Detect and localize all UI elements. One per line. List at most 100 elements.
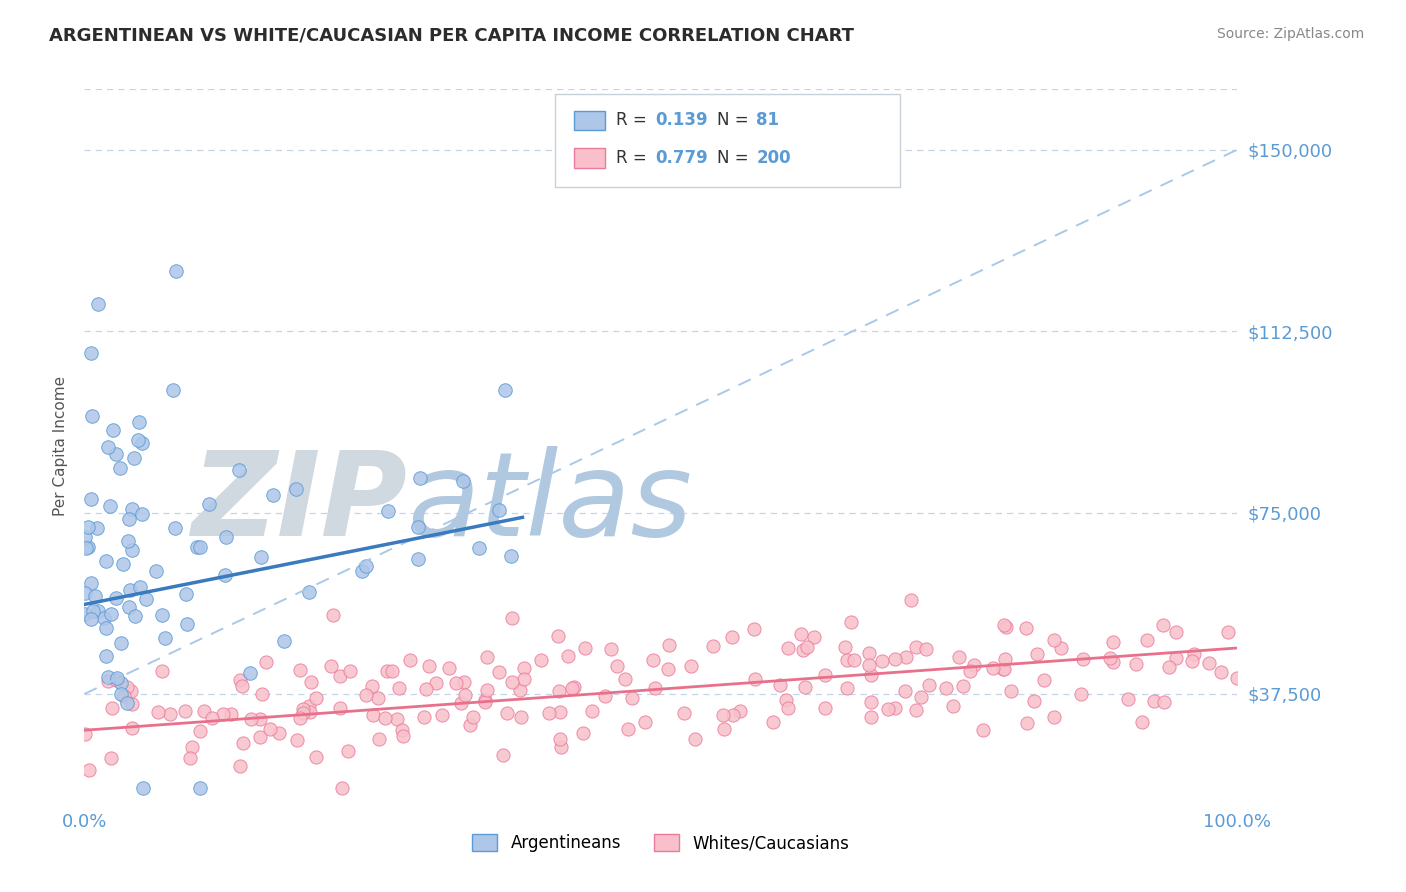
Point bbox=[96, 673, 118, 688]
Point bbox=[905, 703, 928, 717]
Point bbox=[474, 695, 496, 709]
Point bbox=[112, 557, 135, 571]
Point bbox=[444, 676, 467, 690]
Point bbox=[993, 618, 1015, 632]
Point bbox=[75, 585, 97, 599]
Point bbox=[336, 744, 359, 758]
Point bbox=[193, 704, 215, 718]
Point bbox=[96, 621, 118, 635]
Point bbox=[1049, 640, 1071, 655]
Point bbox=[249, 712, 271, 726]
Point bbox=[1136, 632, 1159, 647]
Point bbox=[685, 732, 707, 747]
Point bbox=[1026, 647, 1049, 661]
Point bbox=[259, 722, 281, 736]
Point bbox=[513, 661, 536, 675]
Point bbox=[413, 709, 436, 723]
Point bbox=[574, 641, 596, 656]
Point bbox=[77, 764, 100, 778]
Point bbox=[388, 681, 411, 695]
Point bbox=[547, 629, 569, 643]
Text: 0.779: 0.779 bbox=[655, 149, 709, 167]
Point bbox=[475, 682, 498, 697]
Point bbox=[792, 643, 814, 657]
Point bbox=[73, 607, 96, 621]
Point bbox=[115, 696, 138, 710]
Point bbox=[188, 781, 211, 796]
Point bbox=[285, 483, 308, 497]
Point bbox=[415, 682, 437, 697]
Point bbox=[148, 705, 170, 719]
Point bbox=[1116, 692, 1139, 706]
Point bbox=[80, 346, 103, 360]
Point bbox=[159, 706, 181, 721]
Text: ARGENTINEAN VS WHITE/CAUCASIAN PER CAPITA INCOME CORRELATION CHART: ARGENTINEAN VS WHITE/CAUCASIAN PER CAPIT… bbox=[49, 27, 855, 45]
Point bbox=[329, 669, 352, 683]
Point bbox=[254, 656, 277, 670]
Point bbox=[884, 701, 907, 715]
Point bbox=[201, 711, 224, 725]
Point bbox=[721, 630, 744, 644]
Point bbox=[606, 659, 628, 673]
Point bbox=[117, 533, 139, 548]
Point bbox=[118, 599, 141, 614]
Point bbox=[75, 727, 97, 741]
Point bbox=[229, 673, 252, 688]
Point bbox=[776, 701, 799, 715]
Point bbox=[374, 711, 396, 725]
Point bbox=[1164, 625, 1187, 640]
Point bbox=[550, 706, 572, 720]
Point bbox=[910, 690, 932, 704]
Point bbox=[118, 512, 141, 526]
Point bbox=[188, 540, 211, 554]
Point bbox=[252, 687, 274, 701]
Point bbox=[1070, 687, 1092, 701]
Point bbox=[993, 662, 1015, 676]
Point bbox=[375, 664, 398, 678]
Point bbox=[1015, 715, 1038, 730]
Point bbox=[80, 576, 103, 591]
Point bbox=[713, 722, 735, 736]
Point bbox=[135, 591, 157, 606]
Point bbox=[165, 263, 187, 277]
Point bbox=[120, 684, 142, 698]
Point bbox=[186, 540, 208, 554]
Point bbox=[82, 604, 104, 618]
Point bbox=[614, 672, 637, 686]
Point bbox=[103, 423, 125, 437]
Point bbox=[231, 679, 253, 693]
Point bbox=[291, 706, 314, 720]
Point bbox=[229, 759, 252, 773]
Point bbox=[377, 504, 399, 518]
Point bbox=[1033, 673, 1056, 688]
Point bbox=[425, 676, 447, 690]
Point bbox=[285, 733, 308, 747]
Point bbox=[790, 627, 813, 641]
Point bbox=[814, 701, 837, 715]
Point bbox=[633, 715, 655, 730]
Point bbox=[86, 297, 108, 311]
Point bbox=[1099, 650, 1122, 665]
Point bbox=[721, 708, 744, 723]
Point bbox=[87, 604, 110, 618]
Point bbox=[122, 451, 145, 466]
Point bbox=[702, 639, 724, 653]
Point bbox=[86, 521, 108, 535]
Point bbox=[273, 634, 295, 648]
Point bbox=[952, 679, 974, 693]
Point bbox=[1071, 652, 1094, 666]
Point bbox=[728, 704, 751, 718]
Point bbox=[385, 712, 408, 726]
Point bbox=[501, 549, 523, 564]
Point bbox=[249, 730, 271, 744]
Point bbox=[1022, 694, 1045, 708]
Point bbox=[463, 710, 485, 724]
Text: R =: R = bbox=[616, 149, 652, 167]
Point bbox=[80, 492, 103, 507]
Point bbox=[269, 726, 291, 740]
Point bbox=[1184, 648, 1206, 662]
Point bbox=[110, 635, 132, 649]
Point bbox=[509, 683, 531, 698]
Point bbox=[450, 697, 472, 711]
Point bbox=[935, 681, 957, 695]
